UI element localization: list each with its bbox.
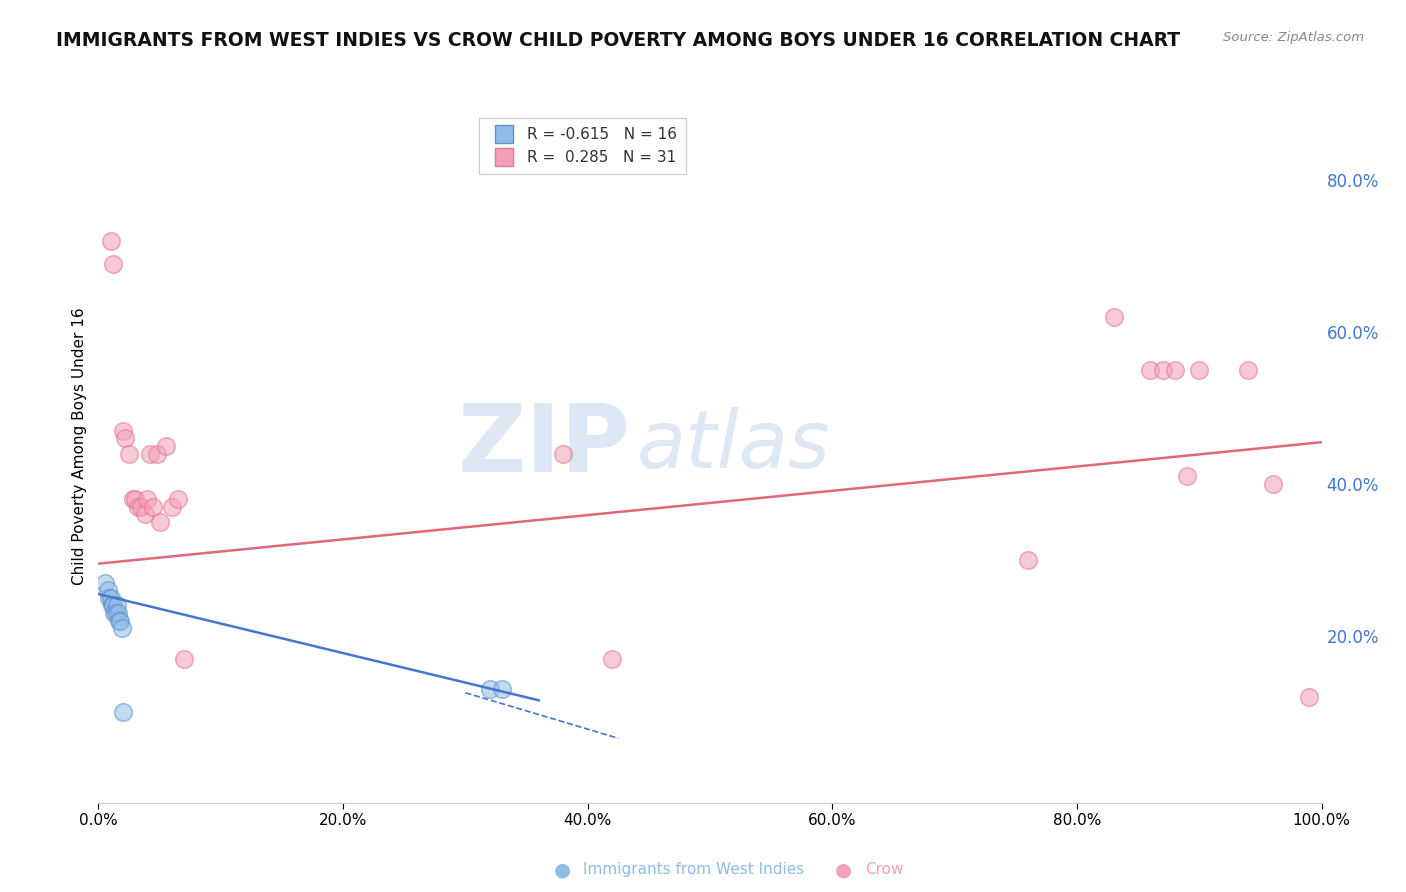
Point: [107, 606, 129, 620]
Point: [1237, 363, 1260, 377]
Point: [98, 591, 121, 605]
Point: [1188, 363, 1211, 377]
Point: [136, 492, 159, 507]
Point: [104, 606, 127, 620]
Point: [114, 431, 136, 445]
Point: [167, 492, 190, 507]
Point: [149, 515, 172, 529]
Point: [97, 583, 120, 598]
Point: [1102, 310, 1125, 324]
Point: [111, 621, 134, 635]
Point: [101, 599, 124, 613]
Point: [93, 575, 115, 590]
Text: ZIP: ZIP: [457, 400, 630, 492]
Text: Source: ZipAtlas.com: Source: ZipAtlas.com: [1223, 31, 1364, 45]
Text: atlas: atlas: [637, 407, 831, 485]
Point: [160, 500, 183, 514]
Point: [103, 606, 125, 620]
Point: [101, 599, 124, 613]
Point: [1152, 363, 1174, 377]
Point: [139, 447, 162, 461]
Point: [100, 234, 122, 248]
Point: [100, 591, 122, 605]
Point: [134, 508, 156, 522]
Point: [1164, 363, 1187, 377]
Point: [478, 681, 501, 696]
Legend: R = -0.615   N = 16, R =  0.285   N = 31: R = -0.615 N = 16, R = 0.285 N = 31: [479, 119, 686, 174]
Point: [1017, 553, 1039, 567]
Point: [1298, 690, 1320, 704]
Point: [155, 439, 177, 453]
Point: [101, 257, 124, 271]
Point: [1261, 477, 1284, 491]
Point: [111, 705, 134, 719]
Text: ●: ●: [554, 860, 571, 880]
Text: IMMIGRANTS FROM WEST INDIES VS CROW CHILD POVERTY AMONG BOYS UNDER 16 CORRELATIO: IMMIGRANTS FROM WEST INDIES VS CROW CHIL…: [56, 31, 1181, 50]
Point: [118, 447, 141, 461]
Point: [173, 651, 195, 665]
Point: [129, 500, 152, 514]
Text: Immigrants from West Indies: Immigrants from West Indies: [583, 863, 804, 877]
Text: ●: ●: [835, 860, 852, 880]
Point: [105, 599, 128, 613]
Point: [553, 447, 575, 461]
Point: [600, 651, 623, 665]
Point: [110, 614, 132, 628]
Point: [1139, 363, 1161, 377]
Point: [108, 614, 131, 628]
Point: [491, 681, 513, 696]
Point: [127, 500, 149, 514]
Text: Crow: Crow: [865, 863, 903, 877]
Y-axis label: Child Poverty Among Boys Under 16: Child Poverty Among Boys Under 16: [72, 307, 87, 585]
Point: [121, 492, 143, 507]
Point: [111, 424, 134, 438]
Point: [124, 492, 146, 507]
Point: [1175, 469, 1198, 483]
Point: [146, 447, 169, 461]
Point: [142, 500, 165, 514]
